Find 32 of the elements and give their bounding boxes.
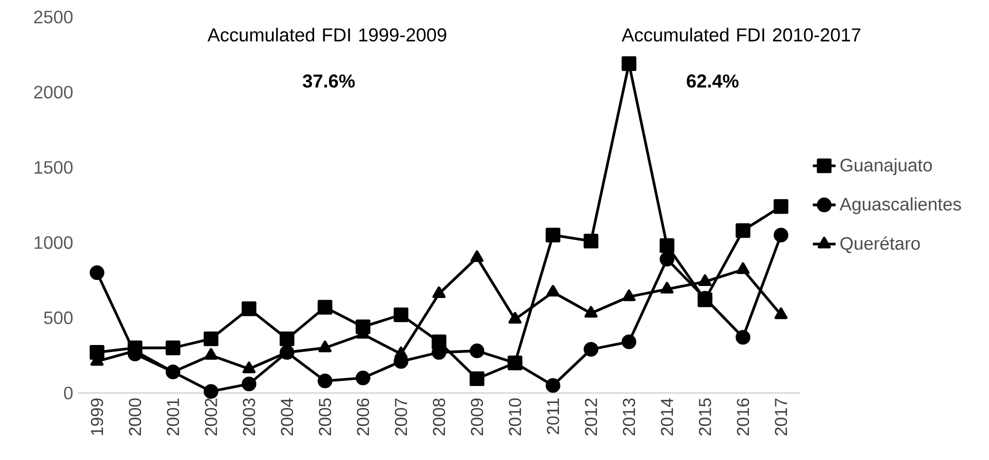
y-tick-label: 500 bbox=[44, 311, 73, 324]
x-tick-label: 2005 bbox=[318, 398, 332, 436]
annotation: Accumulated FDI 2010-2017 bbox=[622, 28, 860, 42]
x-tick-label: 2015 bbox=[698, 398, 712, 436]
x-tick-label: 2000 bbox=[128, 398, 142, 436]
legend-label: Querétaro bbox=[840, 236, 920, 254]
x-tick-label: 2010 bbox=[508, 398, 522, 436]
x-tick-label: 2017 bbox=[774, 398, 788, 436]
y-tick-label: 2000 bbox=[34, 86, 73, 99]
y-tick-label: 2500 bbox=[34, 10, 73, 24]
x-tick-label: 2008 bbox=[432, 398, 446, 436]
y-tick-label: 1500 bbox=[34, 161, 73, 174]
x-tick-label: 2012 bbox=[584, 398, 598, 436]
x-tick-label: 2002 bbox=[204, 398, 218, 436]
x-tick-label: 2009 bbox=[470, 398, 484, 436]
x-tick-label: 2016 bbox=[736, 398, 750, 436]
annotation: 62.4% bbox=[686, 74, 739, 88]
x-tick-label: 2013 bbox=[622, 398, 636, 436]
x-tick-label: 2004 bbox=[280, 398, 294, 436]
x-tick-label: 2007 bbox=[394, 398, 408, 436]
y-tick-label: 0 bbox=[64, 386, 73, 400]
x-tick-label: 1999 bbox=[90, 398, 104, 435]
x-tick-label: 2014 bbox=[660, 398, 674, 436]
legend-label: Aguascalientes bbox=[840, 197, 961, 214]
x-tick-label: 2003 bbox=[242, 398, 256, 436]
legend-label: Guanajuato bbox=[840, 158, 932, 176]
annotation: 37.6% bbox=[302, 74, 355, 88]
x-tick-label: 2001 bbox=[166, 398, 180, 436]
x-tick-label: 2006 bbox=[356, 398, 370, 436]
x-tick-label: 2011 bbox=[546, 398, 560, 434]
y-tick-label: 1000 bbox=[34, 236, 73, 249]
annotation: Accumulated FDI 1999-2009 bbox=[208, 28, 446, 42]
